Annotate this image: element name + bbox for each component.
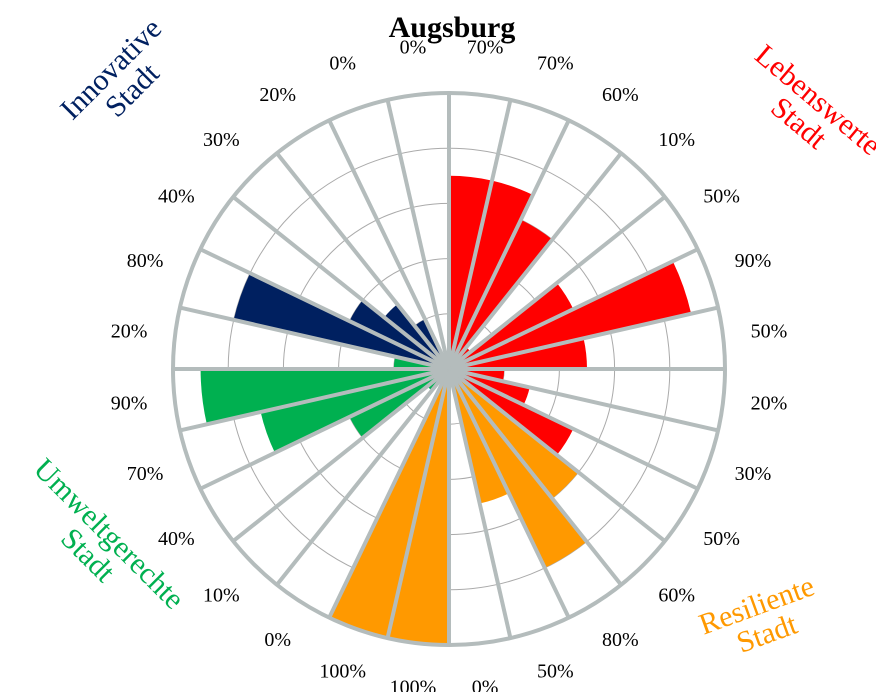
value-label: 50% xyxy=(751,321,788,343)
spoke xyxy=(447,119,571,370)
value-label: 70% xyxy=(537,53,574,75)
spoke xyxy=(447,367,667,543)
value-label: 80% xyxy=(602,629,639,651)
value-label: 70% xyxy=(127,463,164,485)
value-label: 40% xyxy=(158,528,195,550)
value-label: 50% xyxy=(703,185,740,207)
value-label: 0% xyxy=(400,37,427,59)
spoke xyxy=(327,119,451,370)
spoke xyxy=(275,151,451,371)
value-label: 20% xyxy=(751,393,788,415)
bar xyxy=(384,304,449,369)
spoke xyxy=(447,367,623,587)
value-label: 20% xyxy=(259,84,296,106)
spoke xyxy=(275,367,451,587)
value-label: 90% xyxy=(735,250,772,272)
group-label: LebenswerteStadt xyxy=(729,38,876,185)
value-label: 60% xyxy=(602,84,639,106)
spoke xyxy=(199,367,450,491)
value-label: 10% xyxy=(203,584,240,606)
outer-ring xyxy=(171,91,727,647)
value-label: 50% xyxy=(703,528,740,550)
spoke xyxy=(327,368,451,619)
value-label: 0% xyxy=(264,629,291,651)
value-label: 60% xyxy=(658,584,695,606)
spoke xyxy=(385,99,451,370)
spoke xyxy=(231,195,451,371)
spoke xyxy=(447,368,571,619)
spoke xyxy=(448,305,719,371)
value-label: 90% xyxy=(111,393,148,415)
bar xyxy=(449,369,579,499)
value-label: 50% xyxy=(537,661,574,683)
value-label: 10% xyxy=(658,129,695,151)
spoke xyxy=(199,247,450,371)
value-label: 70% xyxy=(467,37,504,59)
value-label: 20% xyxy=(111,321,148,343)
bar xyxy=(449,219,553,369)
spoke xyxy=(447,195,667,371)
spoke xyxy=(447,99,513,370)
value-label: 0% xyxy=(329,53,356,75)
spoke xyxy=(448,367,719,433)
bar xyxy=(349,369,449,438)
spoke xyxy=(385,368,451,639)
spoke xyxy=(231,367,451,543)
spoke xyxy=(448,367,699,491)
chart-title: Augsburg xyxy=(389,11,516,44)
value-label: 100% xyxy=(319,661,366,683)
spoke xyxy=(447,368,513,639)
group-label: InnovativeStadt xyxy=(54,12,189,147)
value-label: 30% xyxy=(203,129,240,151)
bar xyxy=(349,300,449,369)
spoke xyxy=(448,247,699,371)
bar xyxy=(449,369,574,456)
spoke xyxy=(179,305,450,371)
value-label: 80% xyxy=(127,250,164,272)
value-label: 30% xyxy=(735,463,772,485)
value-label: 100% xyxy=(390,677,437,692)
group-label: ResilienteStadt xyxy=(695,569,829,669)
value-label: 40% xyxy=(158,185,195,207)
bar xyxy=(329,369,449,639)
spoke xyxy=(179,367,450,433)
bar xyxy=(449,369,587,568)
spoke xyxy=(447,151,623,371)
value-label: 0% xyxy=(472,677,499,692)
bar xyxy=(449,282,574,369)
